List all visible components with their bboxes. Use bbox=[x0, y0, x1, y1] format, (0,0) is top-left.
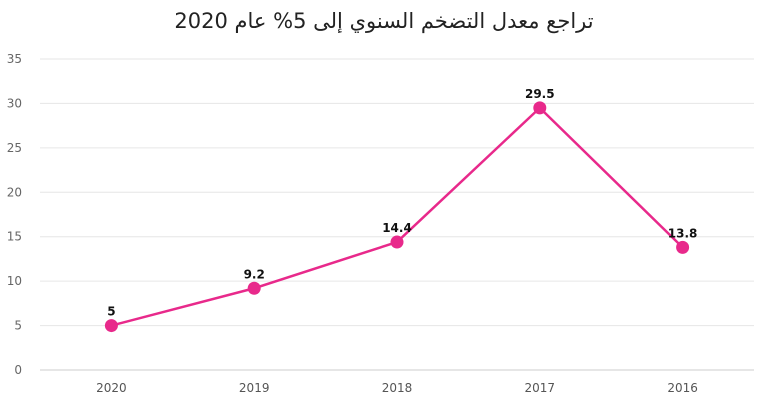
grid-lines bbox=[40, 58, 754, 371]
y-tick-label-15: 15 bbox=[7, 230, 22, 244]
series-line-layer bbox=[110, 106, 684, 327]
markers-layer bbox=[104, 101, 690, 333]
x-tick-label-2016: 2016 bbox=[667, 381, 698, 395]
y-tick-label-30: 30 bbox=[7, 96, 22, 110]
data-label-2018: 14.4 bbox=[382, 221, 412, 235]
data-point-2016 bbox=[676, 240, 690, 254]
chart-title: تراجع معدل التضخم السنوي إلى 5% عام 2020 bbox=[174, 9, 594, 33]
data-point-2018 bbox=[390, 235, 404, 249]
data-label-2016: 13.8 bbox=[668, 226, 698, 240]
y-tick-label-10: 10 bbox=[7, 274, 22, 288]
data-label-2020: 5 bbox=[107, 305, 115, 319]
x-tick-label-2020: 2020 bbox=[96, 381, 127, 395]
series-line bbox=[110, 106, 684, 327]
data-point-2017 bbox=[533, 101, 547, 115]
data-label-2019: 9.2 bbox=[244, 267, 265, 281]
y-tick-label-35: 35 bbox=[7, 52, 22, 66]
data-point-2019 bbox=[247, 281, 261, 295]
y-tick-label-5: 5 bbox=[14, 319, 22, 333]
y-tick-label-20: 20 bbox=[7, 185, 22, 199]
y-axis-ticks: 0 5 10 15 20 25 30 35 bbox=[7, 52, 22, 377]
data-labels-layer: 5 9.2 14.4 29.5 13.8 bbox=[107, 87, 697, 319]
x-tick-label-2019: 2019 bbox=[239, 381, 270, 395]
data-label-2017: 29.5 bbox=[525, 87, 555, 101]
data-point-2020 bbox=[104, 319, 118, 333]
x-axis-ticks: 2020 2019 2018 2017 2016 bbox=[96, 381, 698, 395]
x-tick-label-2018: 2018 bbox=[382, 381, 413, 395]
x-tick-label-2017: 2017 bbox=[525, 381, 556, 395]
y-tick-label-25: 25 bbox=[7, 141, 22, 155]
y-tick-label-0: 0 bbox=[14, 363, 22, 377]
